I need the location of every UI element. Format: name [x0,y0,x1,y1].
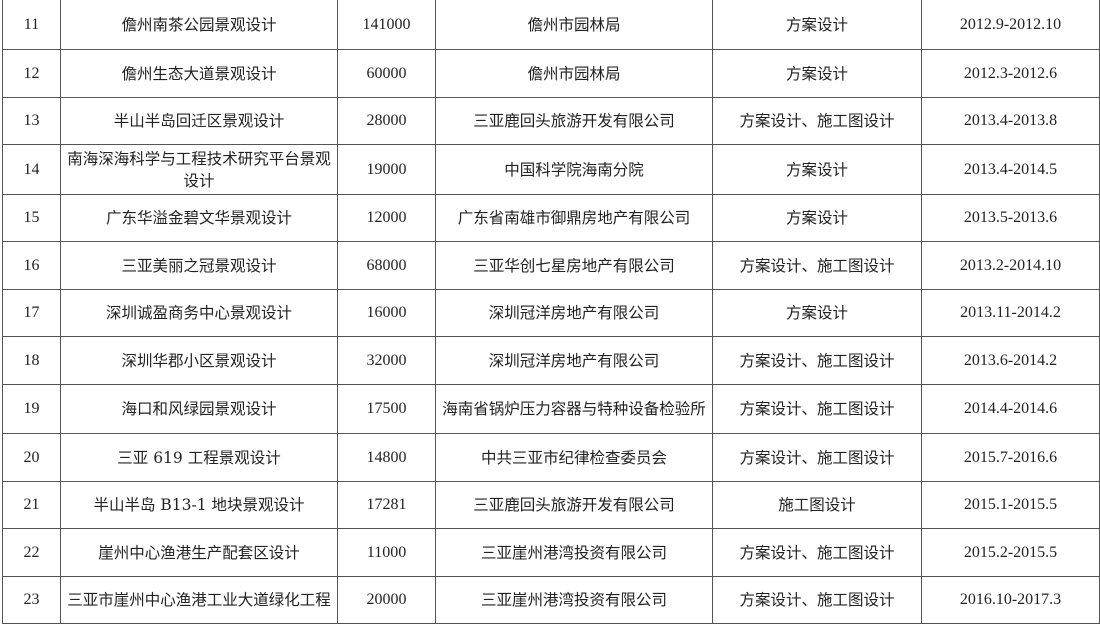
area-value: 20000 [337,576,436,624]
client-name: 广东省南雄市御鼎房地产有限公司 [435,194,713,242]
table-row: 20 三亚 619 工程景观设计 14800 中共三亚市纪律检查委员会 方案设计、施工图… [2,433,1100,482]
client-name: 三亚崖州港湾投资有限公司 [435,528,713,577]
project-name: 深圳华郡小区景观设计 [60,336,338,385]
design-scope: 方案设计 [712,194,922,242]
design-scope: 方案设计 [712,289,922,337]
project-name: 三亚美丽之冠景观设计 [60,241,338,290]
area-value: 17500 [337,384,436,434]
project-period: 2013.11-2014.2 [921,289,1100,337]
design-scope: 方案设计、施工图设计 [712,576,922,624]
row-number: 12 [2,49,61,98]
project-period: 2016.10-2017.3 [921,576,1100,624]
client-name: 海南省锅炉压力容器与特种设备检验所 [435,384,713,434]
table-row: 23 三亚市崖州中心渔港工业大道绿化工程 20000 三亚崖州港湾投资有限公司 方案设计… [2,576,1100,624]
area-value: 17281 [337,481,436,529]
table-row: 14 南海深海科学与工程技术研究平台景观设计 19000 中国科学院海南分院 方案设计 2… [2,144,1100,195]
design-scope: 方案设计、施工图设计 [712,336,922,385]
project-period: 2013.4-2013.8 [921,97,1100,145]
project-name: 广东华溢金碧文华景观设计 [60,194,338,242]
row-number: 18 [2,336,61,385]
table-row: 17 深圳诚盈商务中心景观设计 16000 深圳冠洋房地产有限公司 方案设计 2013.1… [2,289,1100,337]
project-name: 海口和风绿园景观设计 [60,384,338,434]
table-row: 15 广东华溢金碧文华景观设计 12000 广东省南雄市御鼎房地产有限公司 方案设计 20… [2,194,1100,242]
project-name: 深圳诚盈商务中心景观设计 [60,289,338,337]
client-name: 儋州市园林局 [435,0,713,50]
design-scope: 方案设计、施工图设计 [712,528,922,577]
project-period: 2015.2-2015.5 [921,528,1100,577]
design-scope: 方案设计、施工图设计 [712,97,922,145]
project-period: 2012.9-2012.10 [921,0,1100,50]
area-value: 19000 [337,144,436,195]
row-number: 19 [2,384,61,434]
project-name: 三亚市崖州中心渔港工业大道绿化工程 [60,576,338,624]
table-row: 21 半山半岛 B13-1 地块景观设计 17281 三亚鹿回头旅游开发有限公司 施工图… [2,481,1100,529]
client-name: 深圳冠洋房地产有限公司 [435,336,713,385]
area-value: 28000 [337,97,436,145]
client-name: 儋州市园林局 [435,49,713,98]
table-row: 18 深圳华郡小区景观设计 32000 深圳冠洋房地产有限公司 方案设计、施工图设计 20… [2,336,1100,385]
client-name: 三亚鹿回头旅游开发有限公司 [435,481,713,529]
area-value: 141000 [337,0,436,50]
project-period: 2012.3-2012.6 [921,49,1100,98]
project-name: 崖州中心渔港生产配套区设计 [60,528,338,577]
table-row: 22 崖州中心渔港生产配套区设计 11000 三亚崖州港湾投资有限公司 方案设计、施工图… [2,528,1100,577]
row-number: 14 [2,144,61,195]
row-number: 11 [2,0,61,50]
table-row: 11 儋州南茶公园景观设计 141000 儋州市园林局 方案设计 2012.9-2012.… [2,0,1100,50]
area-value: 16000 [337,289,436,337]
area-value: 68000 [337,241,436,290]
project-name: 儋州南茶公园景观设计 [60,0,338,50]
area-value: 14800 [337,433,436,482]
client-name: 三亚华创七星房地产有限公司 [435,241,713,290]
project-period: 2013.4-2014.5 [921,144,1100,195]
area-value: 32000 [337,336,436,385]
project-period: 2015.7-2016.6 [921,433,1100,482]
design-scope: 方案设计、施工图设计 [712,384,922,434]
client-name: 三亚崖州港湾投资有限公司 [435,576,713,624]
table-row: 19 海口和风绿园景观设计 17500 海南省锅炉压力容器与特种设备检验所 方案设计、施… [2,384,1100,434]
area-value: 60000 [337,49,436,98]
table-row: 12 儋州生态大道景观设计 60000 儋州市园林局 方案设计 2012.3-2012.6 [2,49,1100,98]
project-name: 儋州生态大道景观设计 [60,49,338,98]
area-value: 11000 [337,528,436,577]
client-name: 深圳冠洋房地产有限公司 [435,289,713,337]
row-number: 15 [2,194,61,242]
row-number: 17 [2,289,61,337]
project-period: 2015.1-2015.5 [921,481,1100,529]
design-scope: 方案设计 [712,0,922,50]
table-row: 13 半山半岛回迁区景观设计 28000 三亚鹿回头旅游开发有限公司 方案设计、施工图设… [2,97,1100,145]
row-number: 23 [2,576,61,624]
row-number: 20 [2,433,61,482]
project-name: 南海深海科学与工程技术研究平台景观设计 [60,144,338,195]
area-value: 12000 [337,194,436,242]
row-number: 22 [2,528,61,577]
design-scope: 方案设计 [712,49,922,98]
row-number: 13 [2,97,61,145]
table-row: 16 三亚美丽之冠景观设计 68000 三亚华创七星房地产有限公司 方案设计、施工图设计… [2,241,1100,290]
design-scope: 方案设计 [712,144,922,195]
project-period: 2014.4-2014.6 [921,384,1100,434]
row-number: 16 [2,241,61,290]
project-name: 半山半岛 B13-1 地块景观设计 [60,481,338,529]
client-name: 中共三亚市纪律检查委员会 [435,433,713,482]
design-scope: 方案设计、施工图设计 [712,433,922,482]
project-period: 2013.6-2014.2 [921,336,1100,385]
design-scope: 方案设计、施工图设计 [712,241,922,290]
client-name: 三亚鹿回头旅游开发有限公司 [435,97,713,145]
design-scope: 施工图设计 [712,481,922,529]
project-period: 2013.2-2014.10 [921,241,1100,290]
client-name: 中国科学院海南分院 [435,144,713,195]
row-number: 21 [2,481,61,529]
project-name: 三亚 619 工程景观设计 [60,433,338,482]
project-name: 半山半岛回迁区景观设计 [60,97,338,145]
project-period: 2013.5-2013.6 [921,194,1100,242]
